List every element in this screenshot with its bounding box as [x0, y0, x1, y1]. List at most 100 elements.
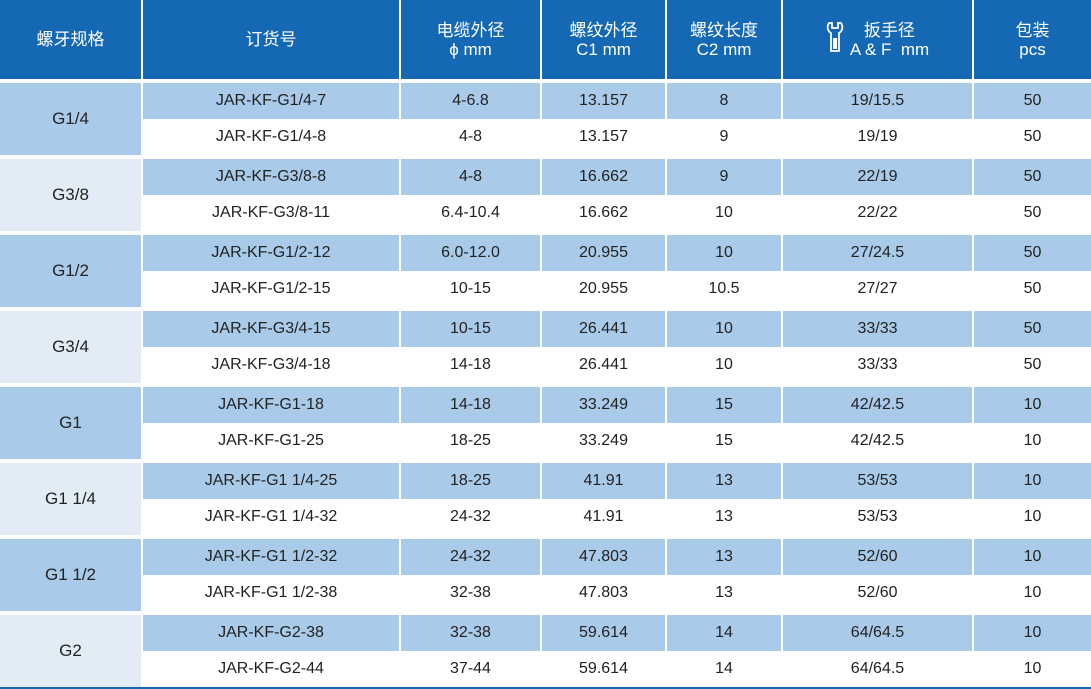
thread-diameter-cell: 41.91 — [542, 459, 667, 499]
package-cell: 10 — [974, 499, 1091, 535]
header-spec: 螺牙规格 — [0, 0, 143, 79]
table-row: G2 JAR-KF-G2-38 32-38 59.614 14 64/64.5 10 — [0, 611, 1091, 687]
header-row: 螺牙规格 订货号 电缆外径 ϕ mm 螺纹外径 C1 mm 螺纹长度 C2 mm — [0, 0, 1091, 79]
wrench-size-cell: 19/15.5 — [783, 79, 974, 119]
table-row: JAR-KF-G3/4-18 14-18 26.441 10 33/33 50 — [0, 347, 1091, 383]
thread-diameter-cell: 59.614 — [542, 611, 667, 651]
package-cell: 50 — [974, 119, 1091, 155]
package-cell: 50 — [974, 347, 1091, 383]
table-row: G1 1/4 JAR-KF-G1 1/4-25 18-25 41.91 13 53/53 1… — [0, 459, 1091, 535]
cable-diameter-cell: 4-6.8 — [401, 79, 542, 119]
order-number-cell: JAR-KF-G3/8-8 — [143, 155, 401, 195]
thread-length-cell: 14 — [667, 611, 783, 651]
cable-diameter-cell: 24-32 — [401, 535, 542, 575]
wrench-size-cell: 27/24.5 — [783, 231, 974, 271]
cable-diameter-cell: 37-44 — [401, 651, 542, 687]
thread-length-cell: 13 — [667, 459, 783, 499]
cable-diameter-cell: 14-18 — [401, 347, 542, 383]
table-row: JAR-KF-G1/2-15 10-15 20.955 10.5 27/27 50 — [0, 271, 1091, 307]
thread-diameter-cell: 13.157 — [542, 79, 667, 119]
thread-diameter-cell: 26.441 — [542, 347, 667, 383]
thread-diameter-cell: 16.662 — [542, 195, 667, 231]
table-row: G3/4 JAR-KF-G3/4-15 10-15 26.441 10 33/33 50 — [0, 307, 1091, 383]
header-order-number: 订货号 — [143, 0, 401, 79]
order-number-cell: JAR-KF-G3/8-11 — [143, 195, 401, 231]
table-row: JAR-KF-G1-25 18-25 33.249 15 42/42.5 10 — [0, 423, 1091, 459]
thread-diameter-cell: 33.249 — [542, 383, 667, 423]
thread-diameter-cell: 26.441 — [542, 307, 667, 347]
table-row: G3/8 JAR-KF-G3/8-8 4-8 16.662 9 22/19 50 — [0, 155, 1091, 231]
cable-diameter-cell: 18-25 — [401, 423, 542, 459]
spec-cell: G1 1/4 — [0, 459, 143, 535]
thread-length-cell: 10 — [667, 307, 783, 347]
table-row: G1 JAR-KF-G1-18 14-18 33.249 15 42/42.5 10 — [0, 383, 1091, 459]
wrench-size-cell: 22/19 — [783, 155, 974, 195]
table-row: JAR-KF-G3/8-11 6.4-10.4 16.662 10 22/22 50 — [0, 195, 1091, 231]
spec-cell: G1/2 — [0, 231, 143, 307]
order-number-cell: JAR-KF-G3/4-18 — [143, 347, 401, 383]
package-cell: 10 — [974, 611, 1091, 651]
cable-diameter-cell: 10-15 — [401, 271, 542, 307]
thread-diameter-cell: 16.662 — [542, 155, 667, 195]
header-thread-diameter: 螺纹外径 C1 mm — [542, 0, 667, 79]
thread-diameter-cell: 20.955 — [542, 231, 667, 271]
order-number-cell: JAR-KF-G1 1/4-25 — [143, 459, 401, 499]
header-thread-length: 螺纹长度 C2 mm — [667, 0, 783, 79]
thread-length-cell: 9 — [667, 119, 783, 155]
thread-length-cell: 10.5 — [667, 271, 783, 307]
thread-diameter-cell: 59.614 — [542, 651, 667, 687]
cable-diameter-cell: 10-15 — [401, 307, 542, 347]
package-cell: 50 — [974, 155, 1091, 195]
wrench-size-cell: 53/53 — [783, 459, 974, 499]
table-row: G1 1/2 JAR-KF-G1 1/2-32 24-32 47.803 13 52/60… — [0, 535, 1091, 611]
header-package: 包装 pcs — [974, 0, 1091, 79]
thread-length-cell: 13 — [667, 535, 783, 575]
package-cell: 10 — [974, 575, 1091, 611]
package-cell: 10 — [974, 459, 1091, 499]
package-cell: 10 — [974, 651, 1091, 687]
order-number-cell: JAR-KF-G1/2-15 — [143, 271, 401, 307]
order-number-cell: JAR-KF-G2-44 — [143, 651, 401, 687]
order-number-cell: JAR-KF-G1/4-8 — [143, 119, 401, 155]
order-number-cell: JAR-KF-G1 1/2-38 — [143, 575, 401, 611]
cable-diameter-cell: 24-32 — [401, 499, 542, 535]
order-number-cell: JAR-KF-G1 1/2-32 — [143, 535, 401, 575]
header-cable-diameter: 电缆外径 ϕ mm — [401, 0, 542, 79]
table-row: JAR-KF-G1/4-8 4-8 13.157 9 19/19 50 — [0, 119, 1091, 155]
cable-diameter-cell: 32-38 — [401, 575, 542, 611]
thread-diameter-cell: 47.803 — [542, 575, 667, 611]
spec-cell: G1 — [0, 383, 143, 459]
order-number-cell: JAR-KF-G3/4-15 — [143, 307, 401, 347]
cable-diameter-cell: 32-38 — [401, 611, 542, 651]
order-number-cell: JAR-KF-G1/2-12 — [143, 231, 401, 271]
table-body: G1/4 JAR-KF-G1/4-7 4-6.8 13.157 8 19/15.5 50 JA… — [0, 79, 1091, 687]
cable-diameter-cell: 14-18 — [401, 383, 542, 423]
table-row: G1/4 JAR-KF-G1/4-7 4-6.8 13.157 8 19/15.5 50 — [0, 79, 1091, 155]
thread-diameter-cell: 33.249 — [542, 423, 667, 459]
table-row: JAR-KF-G2-44 37-44 59.614 14 64/64.5 10 — [0, 651, 1091, 687]
order-number-cell: JAR-KF-G1-25 — [143, 423, 401, 459]
package-cell: 50 — [974, 231, 1091, 271]
wrench-size-cell: 42/42.5 — [783, 383, 974, 423]
package-cell: 50 — [974, 195, 1091, 231]
order-number-cell: JAR-KF-G1-18 — [143, 383, 401, 423]
cable-diameter-cell: 4-8 — [401, 119, 542, 155]
thread-length-cell: 10 — [667, 347, 783, 383]
wrench-size-cell: 22/22 — [783, 195, 974, 231]
order-number-cell: JAR-KF-G1 1/4-32 — [143, 499, 401, 535]
cable-diameter-cell: 6.0-12.0 — [401, 231, 542, 271]
wrench-size-cell: 64/64.5 — [783, 611, 974, 651]
table-row: JAR-KF-G1 1/4-32 24-32 41.91 13 53/53 10 — [0, 499, 1091, 535]
thread-diameter-cell: 47.803 — [542, 535, 667, 575]
wrench-size-cell: 64/64.5 — [783, 651, 974, 687]
package-cell: 50 — [974, 307, 1091, 347]
package-cell: 10 — [974, 535, 1091, 575]
thread-length-cell: 15 — [667, 383, 783, 423]
order-number-cell: JAR-KF-G1/4-7 — [143, 79, 401, 119]
header-wrench-size: 扳手径 A & F mm — [783, 0, 974, 79]
package-cell: 50 — [974, 271, 1091, 307]
thread-length-cell: 13 — [667, 575, 783, 611]
thread-diameter-cell: 41.91 — [542, 499, 667, 535]
wrench-size-cell: 42/42.5 — [783, 423, 974, 459]
wrench-size-cell: 19/19 — [783, 119, 974, 155]
